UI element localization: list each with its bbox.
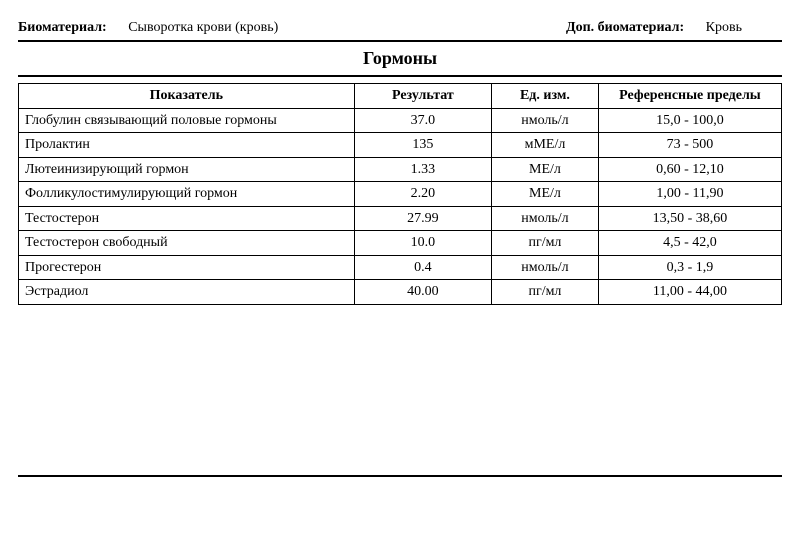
cell-indicator: Лютеинизирующий гормон [19, 157, 355, 182]
col-reference: Референсные пределы [598, 84, 781, 109]
cell-result: 40.00 [354, 280, 491, 305]
cell-reference: 15,0 - 100,0 [598, 108, 781, 133]
header-right: Доп. биоматериал: Кровь [566, 20, 782, 36]
cell-indicator: Тестостерон свободный [19, 231, 355, 256]
add-biomaterial-value: Кровь [706, 20, 742, 35]
table-row: Эстрадиол40.00пг/мл11,00 - 44,00 [19, 280, 782, 305]
table-row: Фолликулостимулирующий гормон2.20МЕ/л1,0… [19, 182, 782, 207]
cell-reference: 4,5 - 42,0 [598, 231, 781, 256]
col-indicator: Показатель [19, 84, 355, 109]
cell-reference: 0,3 - 1,9 [598, 255, 781, 280]
cell-reference: 73 - 500 [598, 133, 781, 158]
lab-results-table: Показатель Результат Ед. изм. Референсны… [18, 83, 782, 305]
header-left: Биоматериал: Сыворотка крови (кровь) [18, 20, 566, 36]
cell-indicator: Тестостерон [19, 206, 355, 231]
cell-reference: 1,00 - 11,90 [598, 182, 781, 207]
cell-indicator: Глобулин связывающий половые гормоны [19, 108, 355, 133]
biomaterial-value: Сыворотка крови (кровь) [128, 20, 278, 35]
cell-reference: 11,00 - 44,00 [598, 280, 781, 305]
cell-unit: пг/мл [492, 231, 599, 256]
cell-indicator: Пролактин [19, 133, 355, 158]
section-title: Гормоны [18, 48, 782, 69]
table-row: Глобулин связывающий половые гормоны37.0… [19, 108, 782, 133]
header-row: Биоматериал: Сыворотка крови (кровь) Доп… [18, 20, 782, 42]
cell-result: 0.4 [354, 255, 491, 280]
table-row: Тестостерон свободный10.0пг/мл4,5 - 42,0 [19, 231, 782, 256]
cell-unit: МЕ/л [492, 157, 599, 182]
cell-unit: нмоль/л [492, 206, 599, 231]
table-row: Тестостерон27.99нмоль/л13,50 - 38,60 [19, 206, 782, 231]
table-header-row: Показатель Результат Ед. изм. Референсны… [19, 84, 782, 109]
cell-indicator: Эстрадиол [19, 280, 355, 305]
cell-unit: мМЕ/л [492, 133, 599, 158]
cell-result: 1.33 [354, 157, 491, 182]
cell-result: 10.0 [354, 231, 491, 256]
cell-result: 37.0 [354, 108, 491, 133]
table-row: Лютеинизирующий гормон1.33МЕ/л0,60 - 12,… [19, 157, 782, 182]
col-unit: Ед. изм. [492, 84, 599, 109]
cell-result: 27.99 [354, 206, 491, 231]
add-biomaterial-label: Доп. биоматериал: [566, 20, 684, 35]
cell-unit: нмоль/л [492, 108, 599, 133]
cell-indicator: Прогестерон [19, 255, 355, 280]
col-result: Результат [354, 84, 491, 109]
biomaterial-label: Биоматериал: [18, 20, 107, 35]
table-row: Пролактин135мМЕ/л73 - 500 [19, 133, 782, 158]
cell-unit: нмоль/л [492, 255, 599, 280]
cell-indicator: Фолликулостимулирующий гормон [19, 182, 355, 207]
cell-result: 2.20 [354, 182, 491, 207]
cell-unit: МЕ/л [492, 182, 599, 207]
table-row: Прогестерон0.4нмоль/л0,3 - 1,9 [19, 255, 782, 280]
cell-unit: пг/мл [492, 280, 599, 305]
cell-result: 135 [354, 133, 491, 158]
cell-reference: 0,60 - 12,10 [598, 157, 781, 182]
cell-reference: 13,50 - 38,60 [598, 206, 781, 231]
title-rule [18, 75, 782, 77]
bottom-rule [18, 475, 782, 477]
